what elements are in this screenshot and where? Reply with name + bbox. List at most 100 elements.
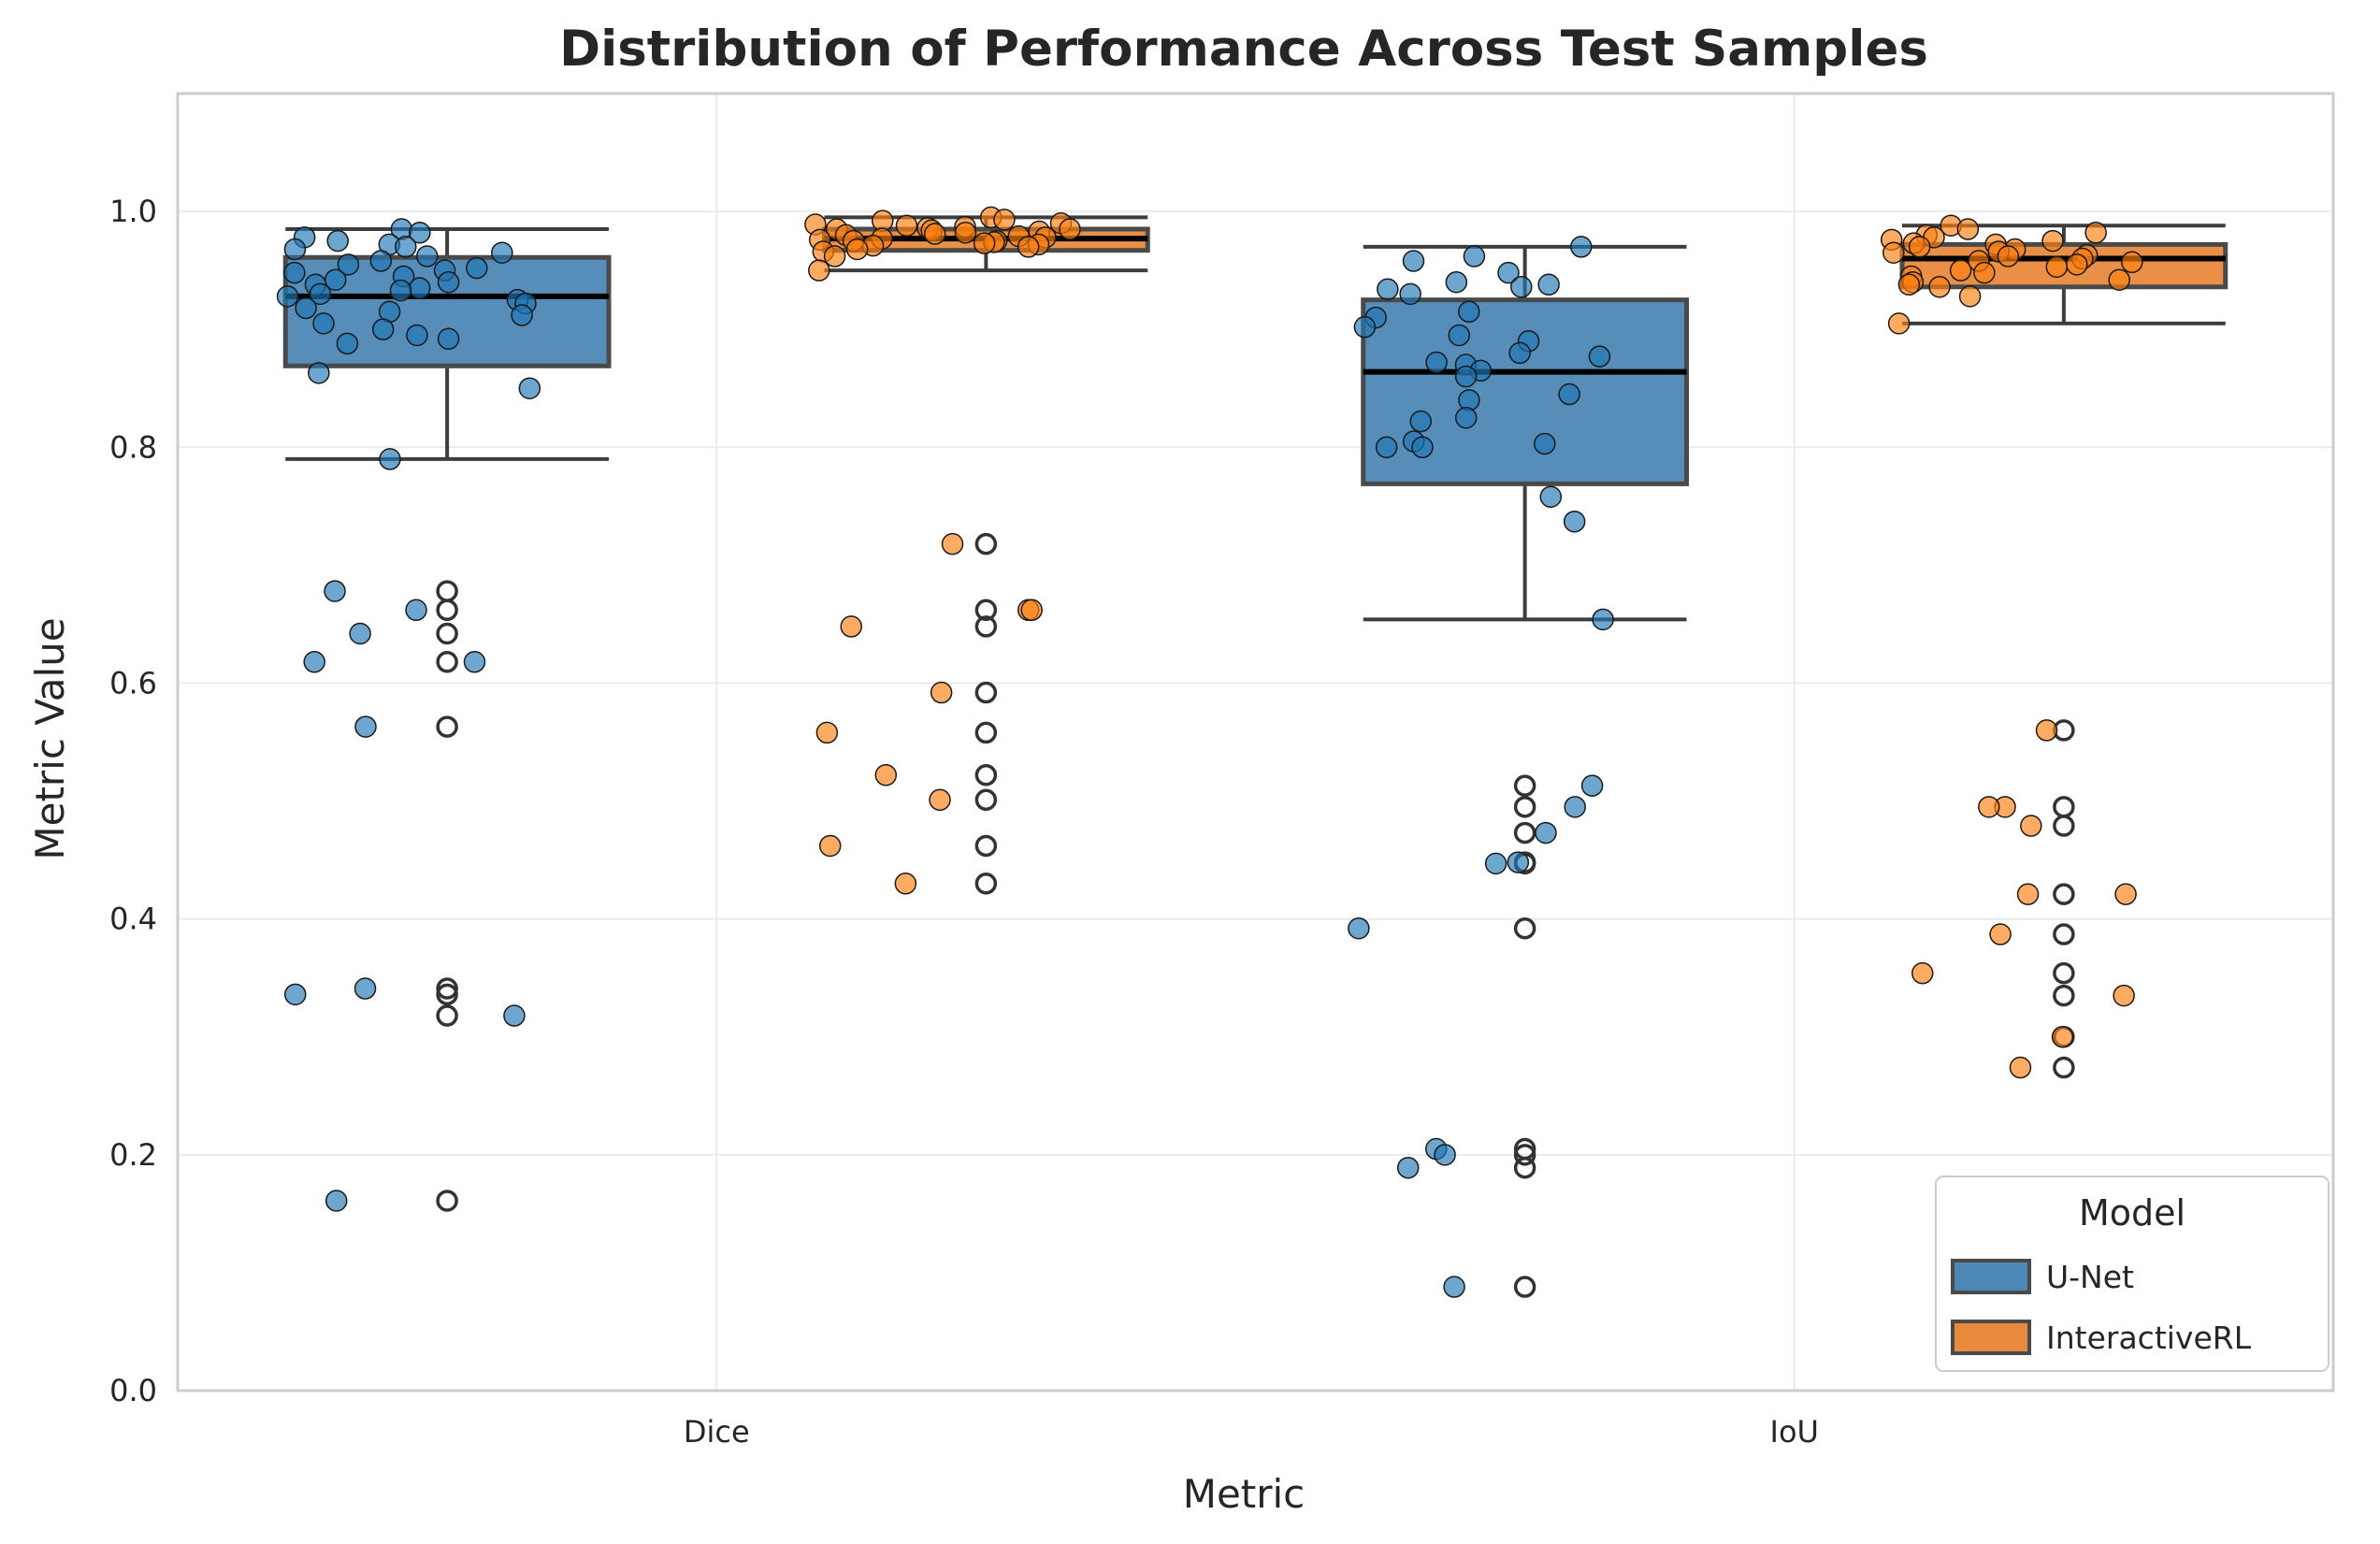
sample-point — [2084, 222, 2107, 244]
sample-point — [2041, 229, 2064, 253]
sample-point — [1353, 315, 1377, 339]
sample-point — [1537, 273, 1560, 296]
outlier-point — [436, 715, 458, 738]
sample-point — [463, 651, 486, 673]
sample-point — [1411, 436, 1434, 459]
outlier-point — [974, 599, 998, 622]
sample-point — [1402, 250, 1425, 272]
sample-point — [874, 764, 898, 786]
outlier-point — [1513, 821, 1536, 844]
sample-point — [1978, 796, 2000, 818]
sample-point — [1908, 236, 1931, 258]
sample-point — [511, 304, 533, 326]
sample-point — [845, 238, 869, 261]
sample-point — [283, 238, 307, 261]
sample-point — [1396, 1156, 1420, 1179]
y-tick-label: 1.0 — [109, 194, 157, 229]
sample-point — [1448, 324, 1471, 347]
legend-swatch — [1951, 1259, 2031, 1294]
outlier-point — [1513, 1144, 1536, 1166]
sample-point — [1409, 410, 1433, 433]
outlier-point — [974, 788, 998, 812]
outlier-point — [2053, 923, 2075, 945]
sample-point — [379, 448, 401, 470]
sample-point — [1949, 259, 1972, 281]
sample-point — [1508, 341, 1531, 365]
sample-point — [2108, 268, 2130, 291]
sample-point — [894, 873, 917, 895]
sample-point — [1059, 218, 1081, 240]
sample-point — [1558, 382, 1580, 406]
sample-point — [2045, 255, 2069, 279]
sample-point — [389, 279, 412, 302]
sample-point — [325, 1190, 348, 1212]
sample-point — [1484, 852, 1507, 875]
sample-point — [929, 788, 951, 812]
sample-point — [1882, 241, 1905, 264]
x-tick-label: Dice — [684, 1414, 750, 1450]
sample-point — [823, 245, 846, 267]
legend-label: U-Net — [2046, 1259, 2134, 1295]
legend-swatch — [1951, 1320, 2031, 1355]
sample-point — [954, 222, 977, 244]
sample-point — [336, 332, 359, 355]
sample-point — [406, 324, 428, 347]
sample-point — [1017, 236, 1040, 258]
sample-point — [312, 312, 335, 335]
sample-point — [1434, 1144, 1456, 1166]
sample-point — [337, 253, 360, 276]
sample-point — [1533, 432, 1556, 455]
sample-point — [369, 250, 393, 272]
outlier-point — [1513, 916, 1536, 940]
y-tick-label: 0.2 — [109, 1137, 157, 1173]
outlier-point — [974, 834, 998, 858]
sample-point — [1348, 916, 1370, 940]
sample-point — [1425, 351, 1448, 374]
sample-point — [1958, 285, 1982, 308]
sample-point — [1989, 923, 2012, 945]
sample-point — [371, 318, 395, 340]
sample-point — [353, 977, 377, 1000]
sample-point — [1956, 218, 1980, 240]
sample-point — [276, 285, 299, 308]
outlier-point — [436, 599, 458, 622]
legend-box — [1935, 1176, 2330, 1372]
outlier-point — [974, 721, 998, 744]
outlier-point — [1513, 1276, 1536, 1298]
sample-point — [284, 983, 307, 1006]
sample-point — [1454, 365, 1478, 388]
sample-point — [1535, 821, 1557, 844]
legend: Model U-Net InteractiveRL — [1935, 1176, 2330, 1372]
sample-point — [1564, 796, 1586, 818]
sample-point — [437, 270, 460, 294]
outlier-point — [436, 1190, 458, 1212]
sample-point — [2066, 253, 2088, 276]
sample-point — [1911, 961, 1934, 985]
legend-label: InteractiveRL — [2046, 1320, 2252, 1356]
sample-point — [409, 222, 431, 244]
sample-point — [503, 1004, 526, 1027]
sample-point — [2114, 883, 2137, 905]
outlier-point — [2053, 984, 2075, 1007]
sample-point — [2016, 883, 2040, 905]
y-tick-label: 0.4 — [109, 902, 157, 937]
y-tick-label: 0.8 — [109, 429, 157, 465]
sample-point — [808, 259, 830, 281]
sample-point — [349, 622, 371, 645]
sample-point — [1928, 276, 1951, 298]
sample-point — [2121, 251, 2143, 274]
sample-point — [2113, 984, 2135, 1007]
sample-point — [491, 241, 513, 264]
outlier-point — [2053, 815, 2075, 837]
sample-point — [408, 277, 431, 299]
sample-point — [416, 245, 439, 267]
sample-point — [815, 721, 839, 744]
sample-point — [1539, 485, 1563, 508]
sample-point — [930, 681, 953, 704]
sample-point — [326, 229, 349, 253]
sample-point — [923, 223, 946, 245]
sample-point — [1497, 261, 1520, 284]
sample-point — [405, 599, 427, 622]
chart-title: Distribution of Performance Across Test … — [559, 21, 1928, 78]
